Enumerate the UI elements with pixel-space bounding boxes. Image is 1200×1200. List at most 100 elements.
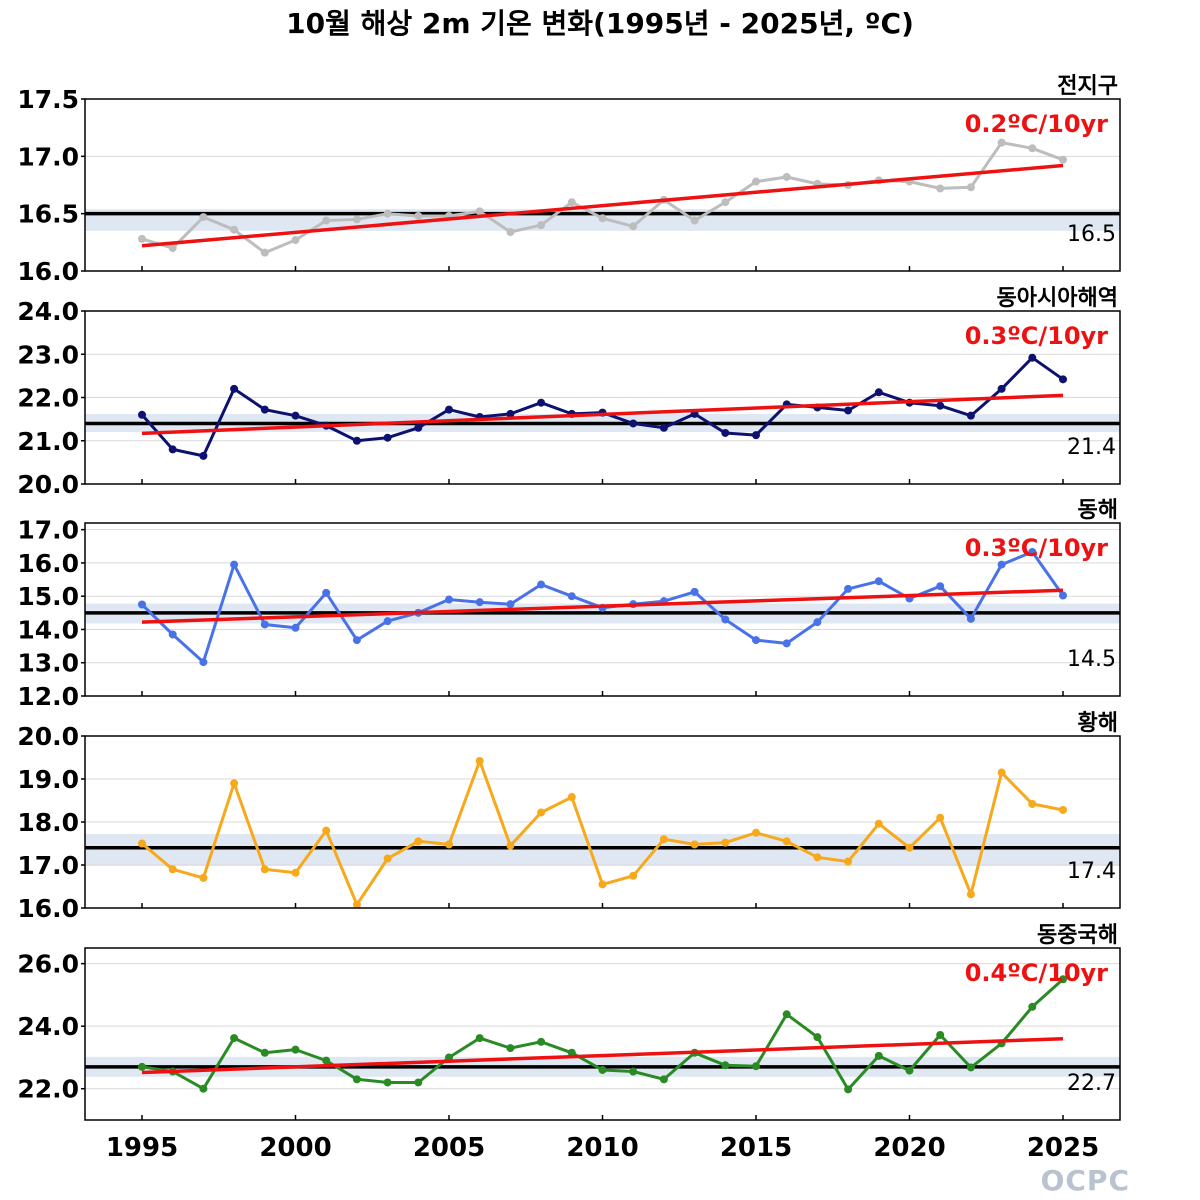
data-point-2015 — [752, 1062, 760, 1071]
data-point-2016 — [782, 837, 791, 846]
chart-main-title: 10월 해상 2m 기온 변화(1995년 - 2025년, ºC) — [286, 7, 914, 40]
panel-frame — [84, 522, 1121, 697]
data-point-2013 — [690, 840, 699, 849]
data-point-1997 — [199, 213, 208, 222]
normal-range-band — [85, 834, 1120, 866]
data-point-2014 — [721, 1061, 730, 1070]
chart-panels: 16.0 16.5 17.0 17.5 0.2ºC/10yr 16.5 전지구 20.0 21.… — [17, 74, 1121, 1121]
data-point-2025 — [1059, 155, 1067, 164]
y-tick-label: 16.0 — [17, 894, 79, 923]
data-point-1999 — [260, 248, 269, 257]
data-point-2014 — [721, 428, 730, 437]
data-point-2004 — [414, 211, 423, 220]
data-point-2000 — [291, 1045, 300, 1054]
trend-label: 0.3ºC/10yr — [965, 322, 1108, 350]
data-point-1998 — [230, 384, 239, 393]
data-point-2014 — [721, 198, 730, 207]
data-point-1999 — [260, 1048, 269, 1057]
data-point-2022 — [966, 183, 975, 192]
data-point-1998 — [230, 560, 239, 569]
data-point-2006 — [475, 598, 484, 607]
y-tick-label: 24.0 — [17, 1012, 79, 1041]
x-tick-label: 2025 — [1027, 1133, 1099, 1163]
data-point-2019 — [874, 388, 883, 397]
trend-line — [141, 163, 1064, 248]
data-point-2022 — [966, 411, 975, 420]
panel-2: 20.0 21.0 22.0 23.0 24.0 0.3ºC/10yr 21.4 동아시아해역 — [17, 286, 1121, 499]
data-point-2010 — [598, 214, 607, 223]
data-point-2000 — [291, 623, 300, 632]
data-point-2016 — [782, 1010, 791, 1019]
trend-label: 0.3ºC/10yr — [965, 534, 1108, 562]
y-tick-label: 26.0 — [17, 950, 79, 979]
data-point-2017 — [813, 1033, 822, 1042]
data-point-2008 — [537, 580, 546, 589]
y-tick-label: 17.0 — [17, 142, 79, 171]
data-point-2007 — [506, 600, 515, 609]
plot-area — [85, 99, 1120, 271]
y-tick-label: 23.0 — [17, 340, 79, 369]
data-point-2015 — [752, 177, 760, 186]
panel-frame — [84, 947, 1121, 1121]
data-point-2017 — [813, 853, 822, 862]
data-point-2018 — [844, 584, 853, 593]
data-point-2003 — [383, 617, 392, 626]
data-point-2006 — [475, 207, 484, 216]
plot-area — [85, 963, 1120, 1094]
data-point-2021 — [936, 184, 945, 193]
data-point-2002 — [352, 636, 361, 645]
data-point-1998 — [230, 225, 239, 234]
data-point-2021 — [936, 1030, 945, 1039]
data-point-2025 — [1059, 805, 1067, 814]
data-point-2011 — [629, 1067, 638, 1076]
data-point-1995 — [138, 839, 146, 848]
trend-label: 0.2ºC/10yr — [965, 110, 1108, 138]
panel-title: 동중국해 — [1037, 923, 1118, 948]
data-point-1998 — [230, 1034, 239, 1043]
data-point-1995 — [138, 600, 146, 609]
data-point-2022 — [966, 890, 975, 899]
y-tick-label: 24.0 — [17, 297, 79, 326]
y-tick-label: 17.0 — [17, 516, 79, 545]
data-point-1996 — [168, 630, 177, 639]
data-point-2012 — [659, 1075, 668, 1084]
data-point-2019 — [874, 1051, 883, 1060]
y-tick-label: 15.0 — [17, 582, 79, 611]
data-point-2010 — [598, 880, 607, 889]
data-point-2024 — [1028, 144, 1037, 153]
y-tick-label: 12.0 — [17, 682, 79, 711]
data-point-2025 — [1059, 591, 1067, 600]
data-point-2023 — [997, 560, 1006, 569]
data-point-2024 — [1028, 353, 1037, 362]
data-point-2004 — [414, 1078, 423, 1087]
data-point-2008 — [537, 808, 546, 817]
data-point-2024 — [1028, 799, 1037, 808]
panel-frame — [84, 735, 1121, 909]
y-tick-label: 17.0 — [17, 851, 79, 880]
data-point-2014 — [721, 838, 730, 847]
data-point-2018 — [844, 1085, 853, 1094]
normal-value-label: 16.5 — [1067, 222, 1116, 247]
panel-title: 전지구 — [1057, 74, 1118, 99]
data-point-2003 — [383, 1078, 392, 1087]
data-point-2008 — [537, 221, 546, 230]
data-point-2003 — [383, 854, 392, 863]
x-tick-label: 2005 — [413, 1133, 485, 1163]
normal-value-label: 14.5 — [1067, 647, 1116, 672]
data-point-1997 — [199, 873, 208, 882]
data-point-1995 — [138, 1062, 146, 1071]
y-tick-label: 20.0 — [17, 722, 79, 751]
trend-line — [141, 393, 1064, 436]
data-point-2000 — [291, 236, 300, 245]
data-point-2012 — [659, 423, 668, 432]
y-tick-label: 14.0 — [17, 615, 79, 644]
data-point-2011 — [629, 419, 638, 428]
data-point-1997 — [199, 1084, 208, 1093]
data-point-2008 — [537, 1037, 546, 1046]
data-point-1995 — [138, 234, 146, 243]
data-point-2023 — [997, 768, 1006, 777]
data-point-2001 — [322, 826, 331, 835]
x-tick-label: 2020 — [873, 1133, 945, 1163]
normal-value-label: 17.4 — [1067, 859, 1116, 884]
